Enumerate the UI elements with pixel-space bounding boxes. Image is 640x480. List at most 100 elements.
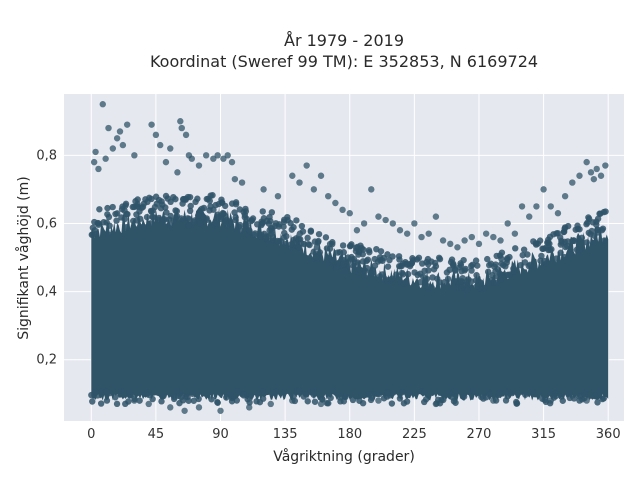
data-point (109, 203, 116, 211)
data-point (561, 192, 569, 200)
data-point (298, 222, 306, 230)
x-tick-label: 135 (273, 427, 298, 442)
data-point (375, 213, 382, 220)
data-point (256, 398, 264, 406)
data-point (158, 398, 165, 405)
data-point (375, 390, 383, 398)
data-point (341, 267, 349, 275)
data-point (283, 233, 290, 240)
data-point (388, 400, 396, 407)
data-point (578, 234, 586, 242)
data-point (95, 165, 102, 173)
data-point (237, 221, 244, 229)
data-point (346, 210, 353, 217)
data-point (602, 162, 609, 169)
data-point (260, 186, 267, 193)
data-point (336, 394, 344, 401)
data-point (188, 155, 195, 162)
data-point (497, 276, 504, 283)
data-point (167, 212, 174, 220)
data-point (470, 387, 477, 395)
x-axis-label: Vågriktning (grader) (273, 448, 415, 465)
data-point (557, 249, 564, 256)
data-point (102, 155, 109, 162)
data-point (384, 389, 392, 397)
data-point (326, 245, 334, 252)
data-point (251, 230, 259, 237)
data-point (246, 399, 253, 406)
data-point (486, 391, 493, 398)
data-point (601, 237, 608, 244)
data-point (266, 213, 273, 221)
data-point (569, 237, 576, 245)
data-point (375, 397, 382, 404)
data-point (368, 186, 375, 193)
data-point (123, 224, 130, 231)
data-point (517, 261, 524, 269)
data-point (100, 219, 107, 226)
data-point (295, 244, 303, 251)
data-point (441, 278, 448, 286)
data-point (403, 230, 411, 237)
data-point (443, 269, 451, 276)
data-point (395, 253, 403, 260)
data-point (254, 389, 262, 397)
data-point (187, 202, 194, 210)
data-point (173, 387, 180, 394)
data-point (384, 263, 392, 270)
y-axis-label: Signifikant våghöjd (m) (15, 176, 32, 339)
data-point (421, 398, 428, 406)
data-point (393, 271, 400, 278)
data-point (133, 217, 141, 224)
data-point (167, 404, 174, 411)
data-point (583, 397, 590, 404)
data-point (380, 395, 388, 402)
data-point (296, 179, 303, 186)
data-point (136, 397, 143, 404)
data-point (233, 397, 241, 404)
data-point (526, 261, 534, 269)
data-point (218, 199, 225, 206)
data-point (140, 223, 147, 231)
data-point (417, 278, 424, 286)
data-point (195, 404, 203, 411)
data-point (287, 241, 295, 248)
data-point (576, 172, 583, 179)
data-point (167, 222, 174, 229)
data-point (436, 279, 443, 286)
data-point (554, 210, 562, 217)
data-point (458, 284, 466, 291)
data-point (214, 152, 221, 159)
data-point (96, 206, 103, 213)
data-point (486, 261, 493, 269)
data-point (118, 205, 126, 213)
data-point (348, 241, 355, 248)
data-point (541, 396, 548, 404)
data-point (399, 271, 407, 278)
data-point (435, 254, 443, 262)
data-point (106, 222, 113, 229)
data-point (224, 152, 231, 159)
data-point (520, 246, 528, 253)
data-point (596, 388, 603, 396)
data-point (171, 393, 178, 401)
data-point (282, 240, 289, 248)
data-point (425, 267, 432, 274)
data-point (587, 169, 595, 176)
data-point (468, 278, 475, 285)
data-point (566, 389, 573, 397)
data-point (310, 391, 317, 398)
data-point (358, 244, 365, 252)
data-point (118, 387, 125, 394)
data-point (174, 169, 181, 176)
data-point (113, 400, 121, 408)
data-point (126, 388, 133, 395)
points-layer (90, 101, 609, 414)
data-point (514, 390, 522, 397)
data-point (289, 172, 296, 179)
y-tick-label: 0,4 (36, 285, 57, 300)
data-point (131, 397, 138, 404)
data-point (472, 277, 480, 284)
data-point (403, 260, 411, 267)
data-point (213, 220, 221, 227)
